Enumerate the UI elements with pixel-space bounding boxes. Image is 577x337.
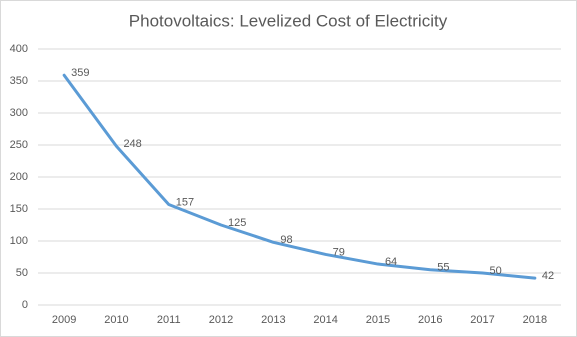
x-tick-label: 2017 (470, 314, 494, 326)
data-label: 42 (542, 270, 554, 282)
data-label: 157 (176, 196, 194, 208)
x-tick-label: 2018 (523, 314, 547, 326)
y-tick-label: 0 (22, 299, 28, 311)
x-tick-label: 2012 (209, 314, 233, 326)
y-tick-label: 50 (16, 267, 28, 279)
data-label: 55 (437, 262, 449, 274)
x-tick-label: 2015 (366, 314, 390, 326)
chart-title: Photovoltaics: Levelized Cost of Electri… (129, 11, 448, 30)
data-label: 98 (280, 234, 292, 246)
data-line (62, 73, 537, 280)
y-tick-label: 100 (10, 235, 28, 247)
y-tick-label: 200 (10, 171, 28, 183)
x-tick-label: 2013 (261, 314, 285, 326)
y-tick-label: 400 (10, 43, 28, 55)
data-label: 64 (385, 256, 397, 268)
x-tick-label: 2014 (313, 314, 337, 326)
x-tick-label: 2010 (104, 314, 128, 326)
data-label: 248 (123, 138, 141, 150)
y-tick-label: 250 (10, 139, 28, 151)
data-label: 359 (71, 67, 89, 79)
x-tick-label: 2011 (157, 314, 181, 326)
y-tick-label: 300 (10, 107, 28, 119)
y-tick-label: 150 (10, 203, 28, 215)
data-label: 50 (490, 265, 502, 277)
x-tick-label: 2016 (418, 314, 442, 326)
data-label: 79 (333, 246, 345, 258)
x-tick-label: 2009 (52, 314, 76, 326)
y-tick-label: 350 (10, 75, 28, 87)
data-label: 125 (228, 217, 246, 229)
